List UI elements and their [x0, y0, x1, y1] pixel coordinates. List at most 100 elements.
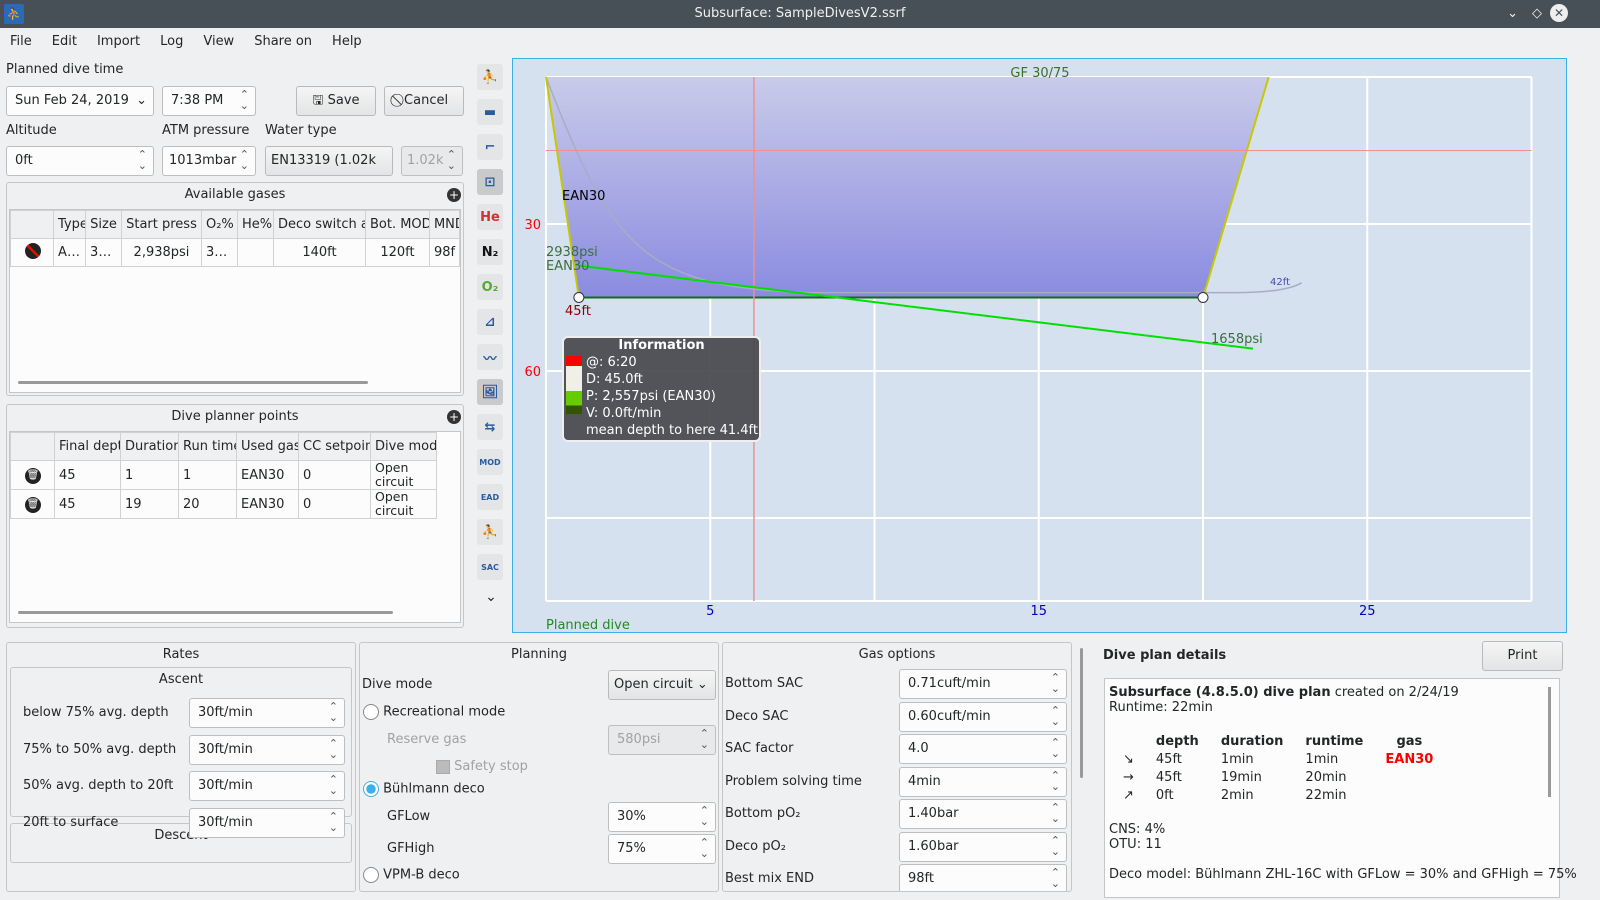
direction-icon: ↘: [1123, 751, 1134, 767]
water-density-spinbox: 1.02k: [401, 146, 463, 176]
plan-runtime: Runtime: 22min: [1109, 700, 1213, 715]
gas-option-spinbox[interactable]: 1.40bar: [899, 799, 1067, 829]
table-cell: 20: [178, 489, 237, 519]
chevron-down-icon: ⌄: [696, 677, 708, 692]
toolbar-ruler-icon[interactable]: ⊿: [477, 309, 503, 335]
vpm-label: VPM-B deco: [383, 867, 460, 883]
buhlmann-radio[interactable]: Bühlmann deco: [363, 781, 485, 797]
gas-option-value: 1.60bar: [908, 838, 959, 854]
add-gas-icon[interactable]: +: [447, 188, 461, 202]
rate-spinbox[interactable]: 30ft/min: [189, 771, 345, 801]
altitude-label: Altitude: [6, 123, 57, 138]
column-header: Dive mode: [370, 432, 437, 461]
recreational-radio[interactable]: Recreational mode: [363, 704, 505, 720]
ceiling-depth-label: 42ft: [1270, 277, 1290, 288]
dive-planner-points-panel: Dive planner points + Final depthDuratio…: [6, 404, 464, 628]
plan-cell: EAN30: [1385, 751, 1434, 767]
menu-log[interactable]: Log: [160, 34, 184, 49]
vertical-scrollbar[interactable]: [1080, 648, 1083, 778]
close-icon[interactable]: ✕: [1550, 4, 1568, 22]
menu-file[interactable]: File: [10, 34, 32, 49]
dive-mode-select[interactable]: Open circuit ⌄: [608, 670, 716, 700]
table-row: 🗑 45 19 20 EAN30 0 Open circuit: [10, 489, 437, 519]
table-cell: A…: [53, 238, 87, 267]
time-value: 7:38 PM: [171, 93, 224, 108]
gas-option-row: Bottom pO₂ 1.40bar: [723, 799, 1069, 829]
date-picker[interactable]: Sun Feb 24, 2019 ⌄: [6, 86, 154, 116]
horizontal-scrollbar[interactable]: [18, 381, 368, 384]
table-cell: 1: [178, 460, 237, 490]
planner-point-handle[interactable]: [573, 292, 585, 303]
gflow-spinbox[interactable]: 30%: [608, 802, 716, 832]
gas-option-spinbox[interactable]: 4.0: [899, 734, 1067, 764]
toolbar-sac-icon[interactable]: SAC: [477, 554, 503, 580]
gas-option-spinbox[interactable]: 0.71cuft/min: [899, 669, 1067, 699]
menu-view[interactable]: View: [203, 34, 235, 49]
gflow-label: GFLow: [387, 809, 431, 824]
cancel-label: Cancel: [404, 93, 449, 108]
end-pressure-label: 1658psi: [1211, 332, 1263, 347]
atm-spinbox[interactable]: 1013mbar: [162, 146, 256, 176]
menu-edit[interactable]: Edit: [51, 34, 77, 49]
gas-option-spinbox[interactable]: 98ft: [899, 864, 1067, 891]
rate-spinbox[interactable]: 30ft/min: [189, 807, 345, 838]
toolbar-o2-pressure-icon[interactable]: O₂: [477, 274, 503, 300]
gas-option-spinbox[interactable]: 1.60bar: [899, 831, 1067, 862]
toolbar-calculated-ceiling-3m-icon[interactable]: ▬: [477, 99, 503, 125]
trash-icon[interactable]: 🗑: [25, 496, 41, 513]
vertical-scrollbar[interactable]: [1548, 687, 1551, 797]
menu-share[interactable]: Share on: [254, 34, 313, 49]
table-cell: 3…: [200, 238, 238, 267]
gas-option-spinbox[interactable]: 4min: [899, 766, 1067, 797]
maximize-icon[interactable]: ◇: [1532, 6, 1542, 21]
toolbar-he-pressure-icon[interactable]: He: [477, 204, 503, 230]
plan-row: ↗ 0ft 2min 22min: [1119, 786, 1451, 804]
gas-option-value: 0.71cuft/min: [908, 676, 991, 691]
toolbar-npp-icon[interactable]: ⛹: [477, 519, 503, 545]
horizontal-scrollbar[interactable]: [18, 611, 393, 614]
gas-option-spinbox[interactable]: 0.60cuft/min: [899, 701, 1067, 732]
minimize-icon[interactable]: ⌄: [1507, 6, 1518, 21]
gas-option-label: Bottom pO₂: [725, 806, 801, 821]
vpm-radio[interactable]: VPM-B deco: [363, 867, 460, 883]
column-header: Start press: [121, 210, 202, 239]
water-type-select[interactable]: EN13319 (1.02k: [265, 146, 393, 176]
toolbar-n2-pressure-icon[interactable]: N₂: [477, 239, 503, 265]
toolbar-dive-computer-ceiling-icon[interactable]: ⛹: [477, 64, 503, 90]
toolbar-toggle-pictures-icon[interactable]: 🖼: [477, 379, 503, 405]
altitude-spinbox[interactable]: 0ft: [6, 146, 154, 176]
plan-cell: 20min: [1305, 769, 1347, 785]
remove-cylinder-icon[interactable]: [25, 242, 41, 259]
toolbar-ceiling-increments-icon[interactable]: ⌐: [477, 134, 503, 160]
toolbar-gas-switch-icon[interactable]: ⇆: [477, 414, 503, 440]
time-spinbox[interactable]: 7:38 PM: [162, 86, 256, 116]
gas-option-row: SAC factor 4.0: [723, 734, 1069, 764]
column-header: Deco switch at: [272, 210, 366, 239]
gas-option-value: 98ft: [908, 871, 934, 886]
menu-help[interactable]: Help: [332, 34, 362, 49]
gas-option-label: Best mix END: [725, 871, 814, 886]
available-gases-panel: Available gases + Type Size Start press O₂%…: [6, 182, 464, 396]
planning-title: Planning: [511, 647, 567, 662]
cancel-button[interactable]: ⃠ Cancel: [384, 86, 464, 116]
gas-option-row: Deco pO₂ 1.60bar: [723, 831, 1069, 862]
rate-spinbox[interactable]: 30ft/min: [189, 698, 345, 728]
print-button[interactable]: Print: [1482, 641, 1563, 671]
gfhigh-spinbox[interactable]: 75%: [608, 834, 716, 864]
toolbar-scale-graph-icon[interactable]: 〰: [477, 344, 503, 370]
menu-import[interactable]: Import: [96, 34, 141, 49]
trash-icon[interactable]: 🗑: [25, 467, 41, 484]
toolbar-tissue-graph-icon[interactable]: ⊡: [477, 169, 503, 195]
rate-spinbox[interactable]: 30ft/min: [189, 734, 345, 765]
water-density-value: 1.02k: [407, 153, 444, 168]
toolbar-ead-icon[interactable]: EAD: [477, 484, 503, 510]
planner-point-handle[interactable]: [1197, 292, 1209, 303]
safety-stop-label: Safety stop: [454, 759, 528, 774]
toolbar-mod-icon[interactable]: MOD: [477, 449, 503, 475]
column-header: Bot. MOD: [364, 210, 430, 239]
more-chevron-down-icon[interactable]: ⌄: [485, 589, 497, 605]
add-point-icon[interactable]: +: [447, 410, 461, 424]
plan-row: → 45ft 19min 20min: [1119, 768, 1451, 786]
save-button[interactable]: 🖫 Save: [296, 86, 376, 116]
dive-plan-text: Subsurface (4.8.5.0) dive plan created o…: [1104, 678, 1577, 898]
